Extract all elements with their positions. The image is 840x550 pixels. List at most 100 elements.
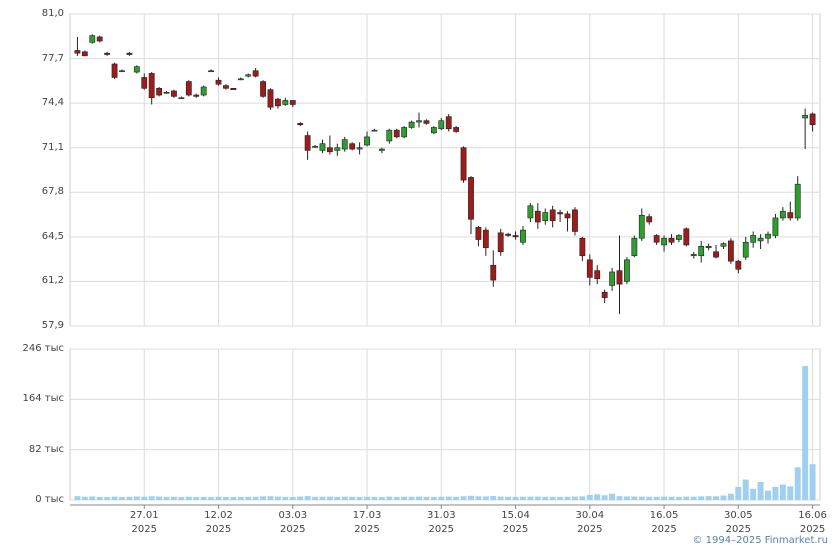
candle-body	[289, 100, 296, 105]
bar	[252, 496, 259, 500]
bar	[208, 497, 215, 500]
candle-body	[252, 70, 259, 77]
bar	[727, 493, 734, 500]
candle-body	[304, 135, 311, 151]
candle-body	[668, 237, 675, 243]
bar	[586, 494, 593, 500]
bar	[609, 493, 616, 500]
candle-body	[616, 270, 623, 285]
bar	[289, 496, 296, 500]
candle-body	[119, 70, 125, 73]
candle-body	[534, 210, 541, 223]
x-tick-label: 30.04 2025	[575, 510, 605, 535]
candle-body	[312, 146, 318, 148]
bar	[779, 484, 786, 500]
candle-body	[96, 36, 103, 42]
bar	[557, 496, 564, 500]
candle-body	[512, 235, 519, 238]
bar	[794, 467, 801, 500]
bar	[141, 496, 148, 500]
x-tick-label: 30.05 2025	[723, 510, 753, 535]
y-tick-label: 74,4	[41, 97, 64, 109]
bar	[497, 496, 504, 500]
candle-body	[408, 121, 415, 128]
bar	[237, 497, 244, 500]
bar	[119, 497, 125, 500]
candle-body	[245, 74, 252, 77]
candle-body	[267, 89, 274, 108]
candle-body	[646, 216, 653, 223]
candle-body	[141, 77, 148, 89]
bar	[713, 496, 720, 500]
bar	[453, 496, 460, 500]
bar	[133, 496, 140, 500]
bar	[705, 496, 712, 500]
bar	[623, 496, 630, 500]
bar	[653, 496, 660, 500]
candle-body	[156, 87, 163, 96]
candle-body	[371, 129, 378, 132]
bar	[89, 496, 96, 500]
candle-body	[698, 246, 705, 257]
candle-body	[594, 270, 601, 280]
candle-body	[750, 235, 757, 243]
candle-body	[497, 232, 504, 253]
bar	[482, 496, 489, 500]
candle-body	[742, 241, 749, 258]
candle-body	[475, 227, 482, 240]
bar	[787, 486, 794, 500]
candle-body	[148, 73, 155, 99]
bar	[661, 496, 668, 500]
bar	[401, 496, 408, 500]
bar	[430, 496, 437, 500]
bar	[542, 496, 549, 500]
y-tick-label: 82 тыс	[28, 443, 64, 455]
candle-body	[482, 229, 489, 248]
candle-body	[81, 51, 88, 57]
bar	[534, 496, 541, 500]
bar	[720, 495, 727, 500]
bar	[156, 496, 163, 500]
bar	[772, 486, 779, 500]
bar	[490, 496, 497, 500]
bar	[200, 496, 207, 500]
candle-body	[282, 100, 289, 105]
candle-body	[631, 237, 638, 257]
bar	[74, 496, 81, 500]
bar	[312, 496, 319, 500]
bar	[809, 464, 816, 500]
bar	[178, 497, 185, 500]
bar	[163, 496, 170, 500]
candle-body	[364, 136, 370, 146]
bar	[475, 496, 482, 500]
bar	[193, 497, 200, 500]
candle-body	[438, 120, 445, 130]
plot-area	[69, 348, 821, 501]
candle-body	[163, 92, 170, 94]
bar	[371, 497, 378, 500]
candle-body	[557, 212, 563, 215]
candle-body	[171, 90, 177, 97]
candle-body	[327, 147, 333, 153]
x-tick-label: 31.03 2025	[426, 510, 456, 535]
bar	[571, 496, 578, 500]
candle-body	[297, 123, 304, 126]
candle-body	[676, 235, 682, 240]
bar	[690, 496, 697, 500]
candle-body	[89, 35, 96, 43]
bar	[378, 497, 385, 500]
candle-body	[341, 139, 348, 150]
x-tick-label: 03.03 2025	[278, 510, 308, 535]
candle-body	[705, 246, 712, 248]
candle-body	[378, 148, 385, 151]
candle-body	[386, 129, 393, 142]
bar	[675, 496, 682, 500]
candle-body	[624, 259, 630, 282]
bar	[594, 494, 601, 500]
candle-body	[542, 212, 549, 221]
bar	[631, 496, 638, 500]
x-tick-label: 17.03 2025	[352, 510, 382, 535]
candle-body	[527, 205, 534, 219]
